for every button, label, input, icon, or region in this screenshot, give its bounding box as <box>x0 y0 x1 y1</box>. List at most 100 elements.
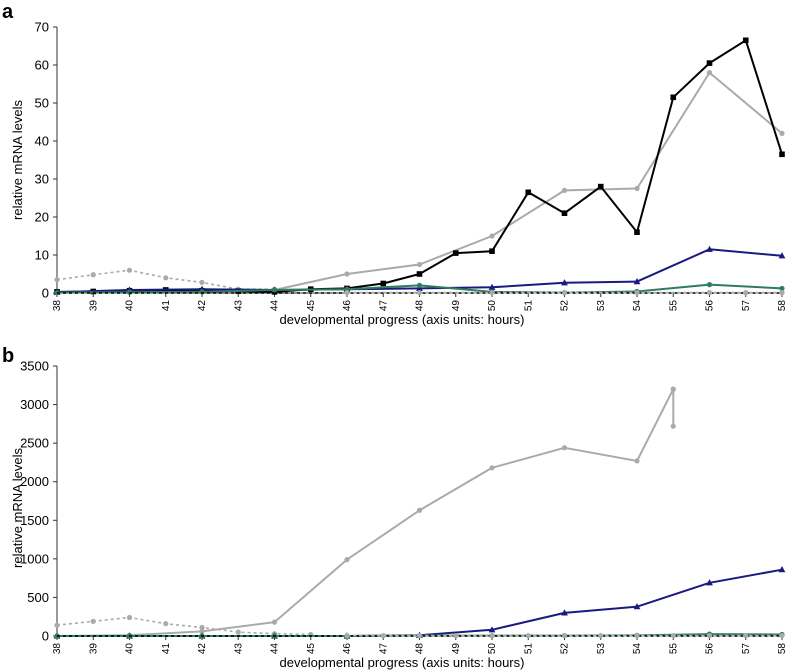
panel-a-x-tick-label: 49 <box>451 300 462 312</box>
panel-b-plot-area <box>53 386 786 639</box>
panel-b-series-6-point <box>416 633 423 639</box>
panel-b-series-6-point <box>344 633 350 639</box>
panel-b-x-tick-label: 47 <box>378 643 389 655</box>
panel-b-series-3-point <box>706 579 713 586</box>
panel-b-letter: b <box>2 345 14 367</box>
panel-b-y-tick-label: 2500 <box>20 436 49 451</box>
panel-b-y-tick-label: 1500 <box>20 513 49 528</box>
panel-b-series-0-line <box>56 616 311 636</box>
panel-a-series-3-point <box>706 245 713 252</box>
panel-a-series-2-point <box>489 248 495 254</box>
panel-b-series-0-point <box>235 629 241 635</box>
panel-a-x-tick-label: 39 <box>88 300 99 312</box>
panel-b-x-tick-label: 48 <box>415 643 426 655</box>
panel-a-x-tick-label: 41 <box>161 300 172 312</box>
panel-b-series-1-point <box>271 619 278 625</box>
panel-a-x-tick-label: 42 <box>197 300 208 312</box>
panel-b-x-tick-label: 54 <box>632 643 643 655</box>
panel-a-y-tick-label: 60 <box>35 58 49 73</box>
panel-b-series-6-point <box>561 633 568 639</box>
panel-b-x-tick-label: 58 <box>777 643 787 655</box>
panel-a-series-6-point <box>634 290 640 296</box>
panel-a-axes: 0 10 20 30 40 50 60 70 38 39 40 41 42 43 44 45 46 47 48 49 5… <box>35 20 787 312</box>
panel-a-x-tick-label: 45 <box>306 300 317 312</box>
panel-a-series-6-point <box>489 290 495 296</box>
panel-a-series-0-point <box>126 267 133 273</box>
panel-a-x-tick-label: 55 <box>668 300 679 312</box>
panel-b-x-tick-label: 42 <box>197 643 208 655</box>
panel-a-series-0-point <box>163 275 169 281</box>
panel-a-series-2-point <box>742 37 749 44</box>
panel-b-y-tick-label: 2000 <box>20 474 49 489</box>
panel-a-x-axis-title: developmental progress (axis units: hour… <box>280 312 525 327</box>
panel-a-series-4-point <box>416 282 423 288</box>
panel-a-series-2-point <box>561 210 568 216</box>
panel-a-series-2-point <box>380 280 387 287</box>
panel-b-x-tick-label: 53 <box>596 643 607 655</box>
panel-b-x-tick-label: 44 <box>270 643 281 655</box>
panel-b-y-tick-label: 500 <box>27 590 49 605</box>
panel-b-series-0-point <box>54 622 60 628</box>
panel-b-axes: 0 500 1000 1500 2000 2500 3000 3500 38 39 40 41 42 43… <box>20 359 787 655</box>
panel-b-series-3-point <box>778 566 786 573</box>
panel-a-series-2-line <box>56 39 783 293</box>
panel-b-y-axis-title: relative mRNA levels <box>10 448 25 568</box>
panel-b-series-1-point <box>416 507 423 513</box>
panel-b-x-tick-label: 43 <box>233 643 244 655</box>
panel-a-series-1-point <box>416 261 423 268</box>
panel-a-x-tick-label: 38 <box>52 300 63 312</box>
panel-b-series-1-line <box>56 388 675 637</box>
panel-b-series-3-point <box>633 603 641 610</box>
panel-b-x-tick-label: 52 <box>560 643 571 655</box>
panel-b-x-tick-label: 49 <box>451 643 462 655</box>
panel-a-x-tick-label: 58 <box>777 300 787 312</box>
panel-a-x-tick-label: 47 <box>378 300 389 312</box>
panel-b-series-1-point <box>489 465 495 471</box>
panel-b-y-tick-label: 3500 <box>20 359 49 374</box>
panel-a-series-3-point <box>488 283 496 290</box>
panel-b-series-6-point <box>634 633 640 639</box>
panel-b-series-3-point <box>488 626 496 633</box>
panel-a-series-1-point <box>779 130 785 136</box>
panel-a-plot-area <box>53 37 786 296</box>
panel-b-series-3-point <box>561 609 568 616</box>
panel-a-series-0-point <box>199 279 205 285</box>
panel-b-series-6-point <box>598 633 604 639</box>
panel-a-y-tick-label: 0 <box>42 286 49 301</box>
panel-b-series-6-point <box>380 633 386 639</box>
panel-a-series-6-point <box>779 290 785 296</box>
panel-a-series-6-point <box>561 290 568 296</box>
panel-b-y-tick-label: 3000 <box>20 397 49 412</box>
panel-b-series-6-point <box>525 633 531 639</box>
panel-a-series-4-point <box>706 282 713 288</box>
panel-a-series-1-line <box>56 71 783 294</box>
panel-b-y-tick-label: 1000 <box>20 551 49 566</box>
panel-b-series-1-point <box>634 458 640 464</box>
panel-a-y-tick-label: 50 <box>35 96 49 111</box>
panel-a-series-1-point <box>634 185 640 192</box>
panel-b-x-tick-label: 46 <box>342 643 353 655</box>
panel-a-series-4-point <box>779 285 785 292</box>
panel-a-x-tick-label: 46 <box>342 300 353 312</box>
panel-b-series-1-point <box>561 445 568 451</box>
panel-a-x-tick-label: 53 <box>596 300 607 312</box>
panel-b-series-6-point <box>489 633 495 639</box>
panel-a-series-0-point <box>54 277 60 283</box>
panel-a-series-2-point <box>779 151 785 158</box>
panel-a-series-3-point <box>778 252 786 259</box>
panel-a-y-tick-label: 20 <box>35 210 49 225</box>
panel-a-series-3-point <box>633 278 641 285</box>
panel-a-series-2-point <box>452 250 459 256</box>
panel-a-series-4-point <box>271 287 278 293</box>
panel-b-x-tick-label: 56 <box>705 643 716 655</box>
panel-b-series-0-point <box>126 614 133 621</box>
panel-a-series-6-point <box>743 290 749 296</box>
panel-a-series-6-point <box>706 290 713 296</box>
panel-b-x-axis-title: developmental progress (axis units: hour… <box>280 655 525 670</box>
panel-b-x-tick-label: 40 <box>125 643 136 655</box>
panel-a-x-tick-label: 57 <box>741 300 752 312</box>
panel-b-series-1-point <box>344 557 350 563</box>
panel-a-x-tick-label: 51 <box>523 300 534 312</box>
panel-b-series-0-point <box>199 624 205 631</box>
panel-a-x-tick-label: 56 <box>705 300 716 312</box>
